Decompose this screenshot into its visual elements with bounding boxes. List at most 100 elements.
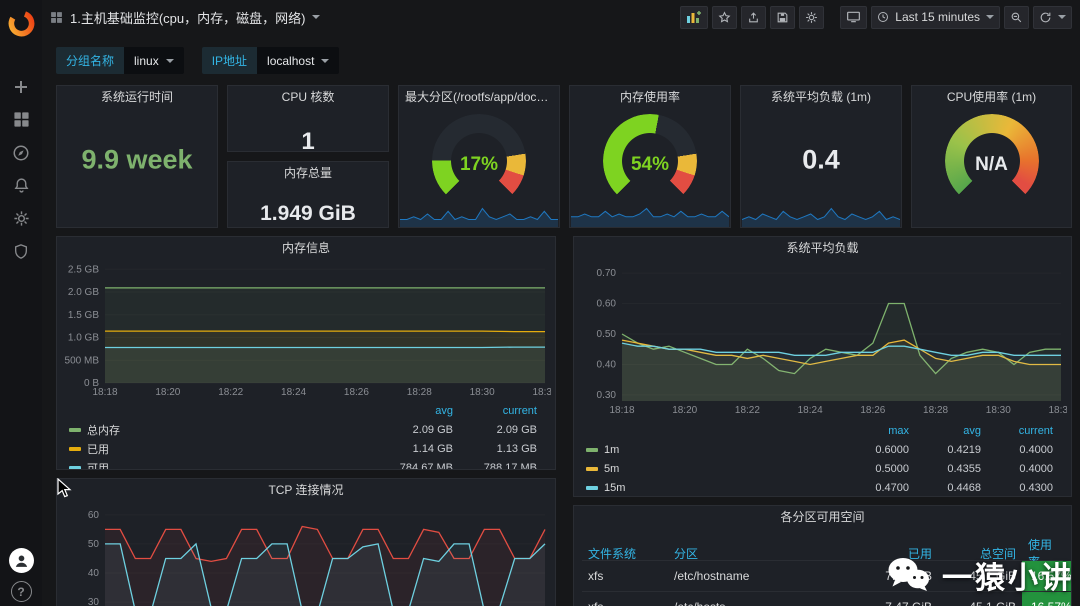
admin-shield-icon[interactable] <box>0 235 42 268</box>
explore-icon[interactable] <box>0 136 42 169</box>
panel-uptime: 系统运行时间 9.9 week <box>56 85 218 228</box>
legend-header-max[interactable]: max <box>888 424 909 437</box>
variable-group-selected: linux <box>134 53 159 68</box>
refresh-icon <box>1040 12 1051 22</box>
col-partition[interactable]: 分区 <box>674 546 699 561</box>
svg-text:0.50: 0.50 <box>597 329 617 340</box>
time-picker-button[interactable]: Last 15 minutes <box>871 5 1000 29</box>
svg-text:18:22: 18:22 <box>218 387 243 398</box>
mem-usage-gauge: 54% <box>603 114 697 208</box>
partition-sparkline <box>400 201 558 227</box>
col-total[interactable]: 总空间 <box>979 546 1016 561</box>
legend-header-avg[interactable]: avg <box>963 424 981 437</box>
panel-tcp-connections: TCP 连接情况 203040506018:1818:2018:2218:241… <box>56 478 556 606</box>
grafana-logo[interactable] <box>0 0 42 46</box>
add-panel-button[interactable] <box>680 5 709 29</box>
gauge-ring <box>944 114 1039 208</box>
panel-title[interactable]: 内存使用率 <box>619 90 680 104</box>
zoom-out-button[interactable] <box>1004 5 1029 29</box>
panel-title[interactable]: 各分区可用空间 <box>780 510 865 524</box>
dashboards-icon[interactable] <box>0 103 42 136</box>
caret-down-icon <box>1058 15 1066 19</box>
series-color-icon <box>586 466 598 471</box>
legend-series-1m[interactable]: 1m <box>586 444 847 456</box>
memory-legend: avg current 总内存 2.09 GB 2.09 GB 已用 1.14 … <box>69 401 547 469</box>
panel-memory-info: 内存信息 0 B 500 MB 1.0 GB 1.5 GB 2.0 GB 2.5 GB 18… <box>56 236 556 470</box>
panel-title[interactable]: 内存总量 <box>283 166 332 180</box>
variable-group-value[interactable]: linux <box>124 47 184 74</box>
legend-header-avg[interactable]: avg <box>435 404 453 417</box>
caret-down-icon <box>165 58 174 63</box>
tcp-chart[interactable]: 203040506018:1818:2018:2218:2418:2618:28… <box>61 503 551 606</box>
legend-series-available[interactable]: 可用 <box>69 460 373 469</box>
user-avatar[interactable] <box>8 548 34 573</box>
help-icon[interactable]: ? <box>10 581 32 602</box>
svg-text:18:30: 18:30 <box>470 387 495 398</box>
panel-title[interactable]: 系统平均负载 <box>786 241 859 255</box>
legend-series-15m[interactable]: 15m <box>586 482 847 494</box>
variable-group-label: 分组名称 <box>56 47 125 74</box>
panel-max-partition: 最大分区(/rootfs/app/docke… 17% <box>398 85 560 228</box>
usage-badge: 16.57% <box>1022 592 1071 606</box>
person-icon <box>15 555 27 567</box>
refresh-button[interactable] <box>1033 5 1072 29</box>
panel-cpu-usage: CPU使用率 (1m) N/A <box>911 85 1072 228</box>
col-filesystem[interactable]: 文件系统 <box>588 546 637 561</box>
disk-table-header: 文件系统 分区 已用 总空间 使用率 <box>582 536 1063 569</box>
save-button[interactable] <box>770 5 796 29</box>
dashboard-settings-button[interactable] <box>799 5 825 29</box>
alerting-bell-icon[interactable] <box>0 169 42 202</box>
series-color-icon <box>69 465 81 469</box>
svg-text:18:20: 18:20 <box>672 405 697 416</box>
legend-header-current[interactable]: current <box>502 404 537 417</box>
svg-text:18:24: 18:24 <box>798 405 823 416</box>
svg-text:50: 50 <box>88 539 100 550</box>
configuration-gear-icon[interactable] <box>0 202 42 235</box>
svg-text:2.0 GB: 2.0 GB <box>68 287 99 298</box>
legend-series-used[interactable]: 已用 <box>69 441 373 457</box>
panel-title[interactable]: 内存信息 <box>281 241 330 255</box>
partition-gauge: 17% <box>432 114 526 208</box>
panel-title[interactable]: CPU 核数 <box>281 90 335 104</box>
svg-text:1.0 GB: 1.0 GB <box>68 333 99 344</box>
series-color-icon <box>586 485 598 490</box>
svg-text:18:20: 18:20 <box>155 387 180 398</box>
tv-icon <box>847 11 861 23</box>
svg-text:18:32: 18:32 <box>1048 405 1067 416</box>
caret-down-icon <box>312 15 321 19</box>
svg-text:30: 30 <box>88 597 100 606</box>
panel-title[interactable]: 系统运行时间 <box>100 90 173 104</box>
variable-ip-value[interactable]: localhost <box>257 47 340 74</box>
legend-row: 1m 0.6000 0.4219 0.4000 <box>586 440 1063 459</box>
load-chart[interactable]: 0.30 0.40 0.50 0.60 0.70 18:18 18:20 18:22 18:24… <box>578 261 1071 417</box>
gauge-ring <box>432 114 526 208</box>
panel-title[interactable]: TCP 连接情况 <box>268 483 344 497</box>
variable-ip-selected: localhost <box>267 53 315 68</box>
dashboard-title-button[interactable]: 1.主机基础监控(cpu，内存，磁盘，网络) <box>50 8 321 27</box>
star-button[interactable] <box>712 5 738 29</box>
svg-text:18:32: 18:32 <box>532 387 551 398</box>
tv-mode-button[interactable] <box>840 5 868 29</box>
variable-ip[interactable]: IP地址 localhost <box>201 47 340 74</box>
sidebar-bottom: ? <box>0 548 42 602</box>
grafana-flame-icon <box>8 10 34 36</box>
panel-title[interactable]: 系统平均负载 (1m) <box>771 90 871 104</box>
share-icon <box>749 11 759 22</box>
panel-title[interactable]: 最大分区(/rootfs/app/docke… <box>405 90 559 104</box>
col-used[interactable]: 已用 <box>907 546 932 561</box>
panel-title[interactable]: CPU使用率 (1m) <box>946 90 1037 104</box>
legend-header-current[interactable]: current <box>1018 424 1053 437</box>
template-variables: 分组名称 linux IP地址 localhost <box>56 47 340 74</box>
legend-series-5m[interactable]: 5m <box>586 463 847 475</box>
add-panel-icon <box>687 11 702 23</box>
memory-chart[interactable]: 0 B 500 MB 1.0 GB 1.5 GB 2.0 GB 2.5 GB 18:18 18… <box>61 261 555 399</box>
plus-icon[interactable] <box>0 70 42 103</box>
caret-down-icon <box>321 58 330 63</box>
legend-series-total[interactable]: 总内存 <box>69 422 373 438</box>
uptime-value: 9.9 week <box>81 144 193 175</box>
svg-text:0 B: 0 B <box>84 378 99 389</box>
share-button[interactable] <box>741 5 767 29</box>
variable-group[interactable]: 分组名称 linux <box>56 47 184 74</box>
clock-icon <box>878 12 889 22</box>
legend-header: max avg current <box>586 421 1063 440</box>
